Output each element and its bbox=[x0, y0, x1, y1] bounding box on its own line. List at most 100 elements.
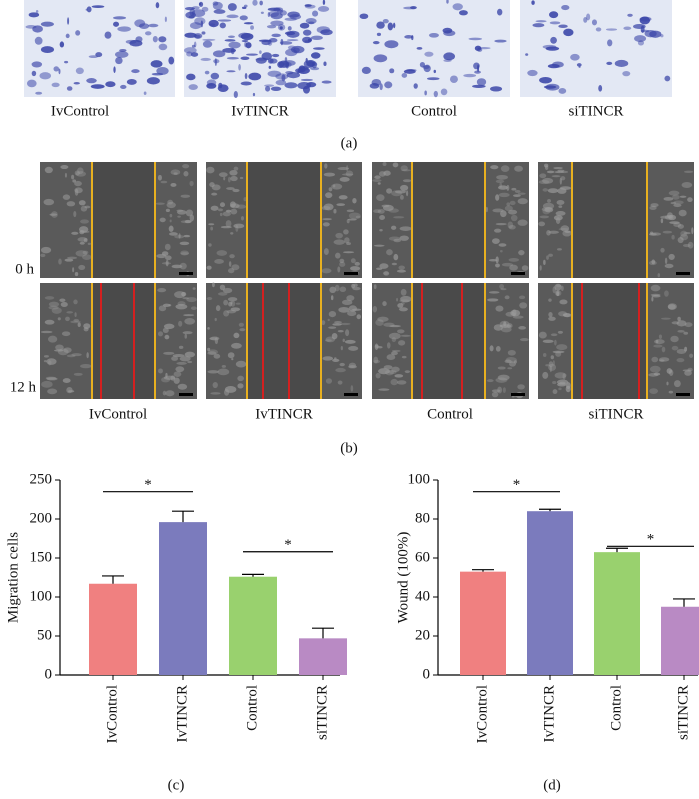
cell bbox=[691, 227, 694, 235]
cell bbox=[189, 180, 194, 187]
cell bbox=[47, 335, 58, 343]
cell bbox=[556, 248, 562, 251]
cell bbox=[226, 309, 237, 314]
cell bbox=[403, 6, 417, 10]
cell bbox=[328, 311, 337, 318]
cell bbox=[28, 12, 40, 18]
cell bbox=[173, 172, 178, 175]
cell bbox=[539, 76, 552, 84]
cell bbox=[184, 333, 188, 339]
cell bbox=[345, 329, 350, 337]
cell bbox=[31, 61, 43, 68]
cell bbox=[177, 383, 188, 390]
cell bbox=[376, 32, 382, 37]
cell bbox=[148, 23, 159, 28]
cell bbox=[240, 216, 244, 221]
cell bbox=[212, 282, 215, 288]
cell bbox=[527, 69, 538, 77]
cell bbox=[83, 323, 91, 329]
cell bbox=[60, 301, 68, 308]
cell bbox=[400, 288, 407, 296]
cell bbox=[215, 305, 221, 312]
cell bbox=[281, 74, 286, 82]
cell bbox=[219, 212, 223, 217]
cell bbox=[660, 218, 664, 224]
cell bbox=[202, 38, 216, 41]
cell bbox=[164, 16, 167, 23]
cell bbox=[560, 176, 566, 181]
cell bbox=[676, 348, 687, 354]
cell bbox=[476, 78, 487, 86]
cell bbox=[260, 11, 264, 14]
cell bbox=[267, 70, 282, 77]
cell bbox=[208, 223, 215, 226]
cell bbox=[241, 6, 247, 10]
cell bbox=[477, 47, 491, 50]
cell bbox=[433, 90, 438, 98]
y-tick-label: 40 bbox=[415, 588, 430, 604]
cell bbox=[71, 353, 82, 357]
cell bbox=[504, 359, 512, 364]
cell bbox=[227, 352, 235, 359]
cell bbox=[34, 36, 43, 45]
cell bbox=[339, 177, 350, 182]
cell bbox=[657, 273, 661, 278]
cell bbox=[286, 30, 300, 38]
cell bbox=[627, 13, 633, 17]
cell bbox=[159, 217, 166, 223]
cell bbox=[502, 387, 506, 394]
cell bbox=[211, 192, 218, 196]
cell bbox=[170, 182, 177, 187]
cell bbox=[554, 372, 567, 379]
cell bbox=[48, 301, 60, 307]
y-tick-label: 0 bbox=[45, 666, 53, 682]
cell bbox=[440, 88, 448, 96]
cell bbox=[514, 189, 521, 193]
cell bbox=[660, 317, 671, 320]
cell bbox=[174, 291, 186, 299]
cell bbox=[230, 47, 235, 55]
cell bbox=[188, 84, 198, 91]
cell bbox=[48, 305, 59, 310]
cell bbox=[164, 243, 171, 251]
cell bbox=[397, 303, 404, 308]
cell bbox=[561, 4, 570, 11]
cell bbox=[347, 218, 357, 221]
cell bbox=[67, 256, 78, 260]
y-tick-label: 50 bbox=[37, 627, 52, 643]
cell bbox=[548, 312, 553, 318]
cell bbox=[79, 241, 85, 245]
cell bbox=[339, 286, 347, 293]
cell bbox=[161, 251, 169, 256]
cell bbox=[396, 380, 407, 385]
cell bbox=[504, 205, 513, 212]
cell bbox=[491, 391, 499, 398]
cell bbox=[224, 39, 236, 42]
cell bbox=[329, 286, 337, 294]
cell bbox=[517, 384, 525, 390]
cell bbox=[186, 297, 197, 303]
cell bbox=[152, 35, 158, 43]
cell bbox=[230, 232, 234, 235]
cell bbox=[331, 183, 343, 190]
y-tick-label: 150 bbox=[30, 549, 53, 565]
cell bbox=[544, 163, 549, 168]
cell bbox=[351, 283, 355, 289]
cell bbox=[664, 290, 669, 297]
cell bbox=[224, 388, 230, 396]
cell bbox=[226, 56, 239, 60]
cell bbox=[497, 386, 503, 394]
cell bbox=[162, 327, 169, 334]
cell bbox=[321, 268, 332, 274]
cell bbox=[669, 221, 680, 225]
x-tick-label: Control bbox=[608, 685, 624, 731]
significance-label: * bbox=[284, 537, 292, 553]
cell bbox=[167, 199, 174, 205]
cell bbox=[650, 284, 661, 292]
cell bbox=[165, 259, 169, 267]
cell bbox=[335, 232, 343, 239]
cell bbox=[87, 242, 91, 246]
cell bbox=[302, 29, 312, 36]
cell bbox=[514, 165, 523, 172]
cell bbox=[84, 205, 91, 209]
